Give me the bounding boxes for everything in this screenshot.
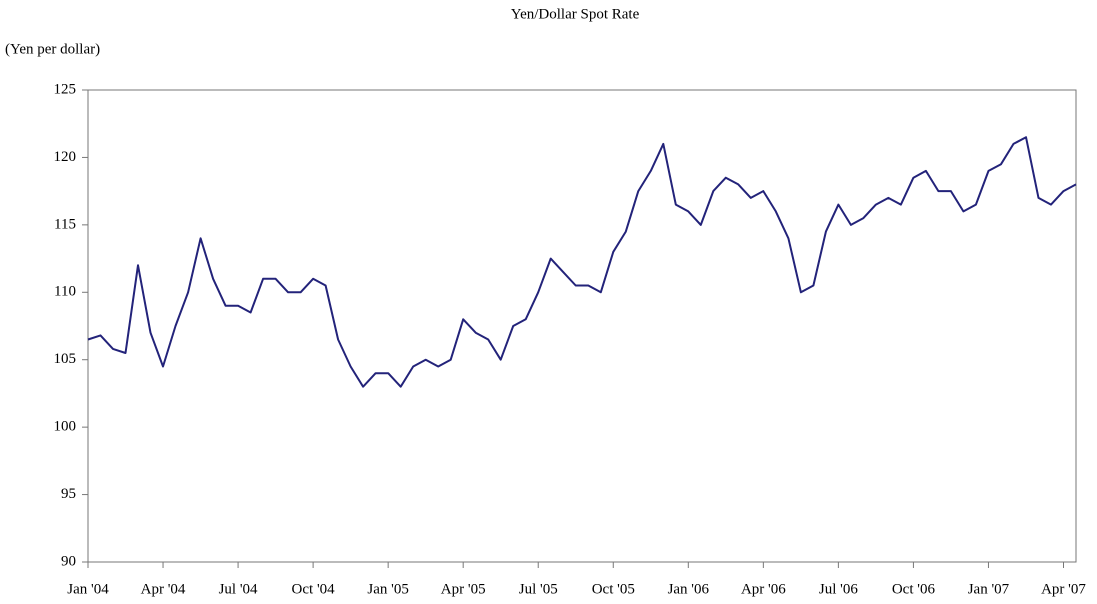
y-tick-label: 125 [54, 81, 77, 97]
y-tick-label: 90 [61, 553, 76, 569]
x-tick-label: Apr '07 [1041, 581, 1086, 597]
x-tick-label: Jul '06 [819, 581, 858, 597]
x-tick-label: Jan '04 [67, 581, 109, 597]
x-tick-label: Jan '05 [367, 581, 408, 597]
x-tick-label: Apr '05 [441, 581, 486, 597]
y-tick-label: 105 [54, 351, 77, 367]
y-axis-label: (Yen per dollar) [5, 41, 100, 57]
x-tick-label: Apr '06 [741, 581, 786, 597]
y-tick-label: 110 [54, 284, 76, 300]
x-tick-label: Jan '07 [968, 581, 1010, 597]
x-tick-label: Apr '04 [141, 581, 186, 597]
y-tick-label: 95 [61, 486, 76, 502]
x-tick-label: Jul '04 [219, 581, 258, 597]
line-series [87, 136, 1077, 388]
y-tick-label: 115 [54, 216, 76, 232]
x-tick-label: Oct '04 [292, 581, 336, 597]
plot-frame [87, 89, 1077, 563]
y-tick-label: 100 [54, 419, 77, 435]
chart-title: Yen/Dollar Spot Rate [511, 6, 640, 22]
x-tick-label: Oct '05 [592, 581, 635, 597]
x-tick-label: Jan '06 [668, 581, 710, 597]
x-tick-label: Oct '06 [892, 581, 936, 597]
x-tick-label: Jul '05 [519, 581, 558, 597]
y-tick-label: 120 [54, 149, 77, 165]
